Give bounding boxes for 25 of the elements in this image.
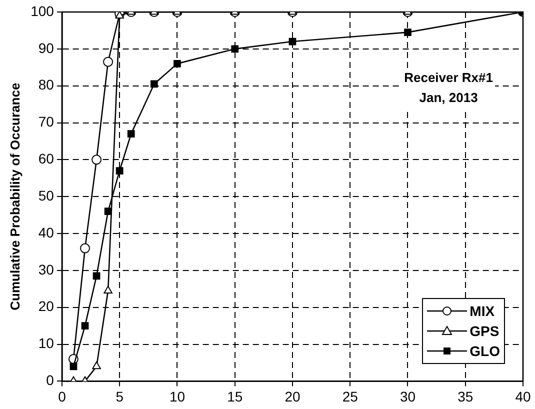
- legend-label: GLO: [470, 343, 500, 359]
- y-tick-label: 70: [38, 114, 54, 130]
- x-tick-label: 25: [342, 388, 358, 404]
- y-tick-label: 90: [38, 40, 54, 56]
- x-tick-label: 5: [116, 388, 124, 404]
- y-tick-label: 60: [38, 150, 54, 167]
- y-axis-title: Cumulative Probability of Occurance: [7, 82, 22, 310]
- x-tick-label: 30: [400, 388, 416, 404]
- y-tick-label: 0: [46, 372, 54, 388]
- y-tick-label: 10: [38, 335, 54, 352]
- x-tick-label: 20: [284, 388, 300, 404]
- y-tick-label: 20: [38, 298, 54, 314]
- x-tick-label: 35: [458, 388, 474, 404]
- annotation: Receiver Rx#1 Jan, 2013: [402, 68, 495, 108]
- y-tick-label: 80: [38, 76, 54, 93]
- x-tick-label: 15: [227, 388, 243, 404]
- x-tick-label: 0: [58, 388, 66, 404]
- legend-label: GPS: [470, 323, 500, 339]
- y-tick-label: 30: [38, 261, 54, 278]
- x-tick-label: 10: [169, 388, 186, 404]
- y-tick-label: 40: [38, 224, 54, 240]
- x-tick-label: 40: [515, 388, 531, 404]
- y-tick-label: 50: [38, 187, 54, 204]
- y-tick-label: 100: [30, 2, 54, 19]
- legend-label: MIX: [470, 303, 495, 319]
